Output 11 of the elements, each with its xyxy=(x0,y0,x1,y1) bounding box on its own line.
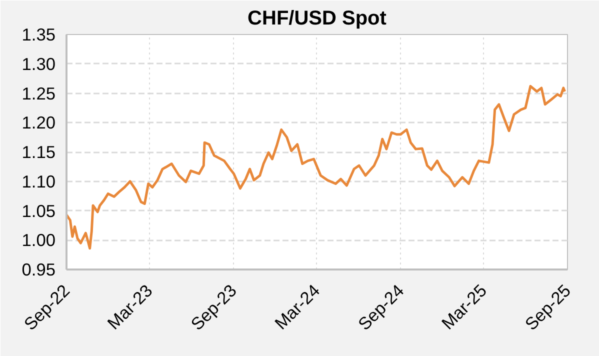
y-tick-label: 1.00 xyxy=(22,230,56,250)
y-tick-label: 1.15 xyxy=(22,142,56,162)
y-tick-label: 1.35 xyxy=(22,24,56,44)
y-tick-label: 1.05 xyxy=(22,200,56,221)
y-tick-label: 1.20 xyxy=(22,112,56,133)
chart-title: CHF/USD Spot xyxy=(248,8,387,30)
y-tick-label: 1.25 xyxy=(22,83,56,104)
y-tick-label: 1.10 xyxy=(22,171,56,192)
y-tick-label: 0.95 xyxy=(22,260,56,280)
line-series xyxy=(66,84,566,250)
y-tick-label: 1.30 xyxy=(22,54,56,74)
